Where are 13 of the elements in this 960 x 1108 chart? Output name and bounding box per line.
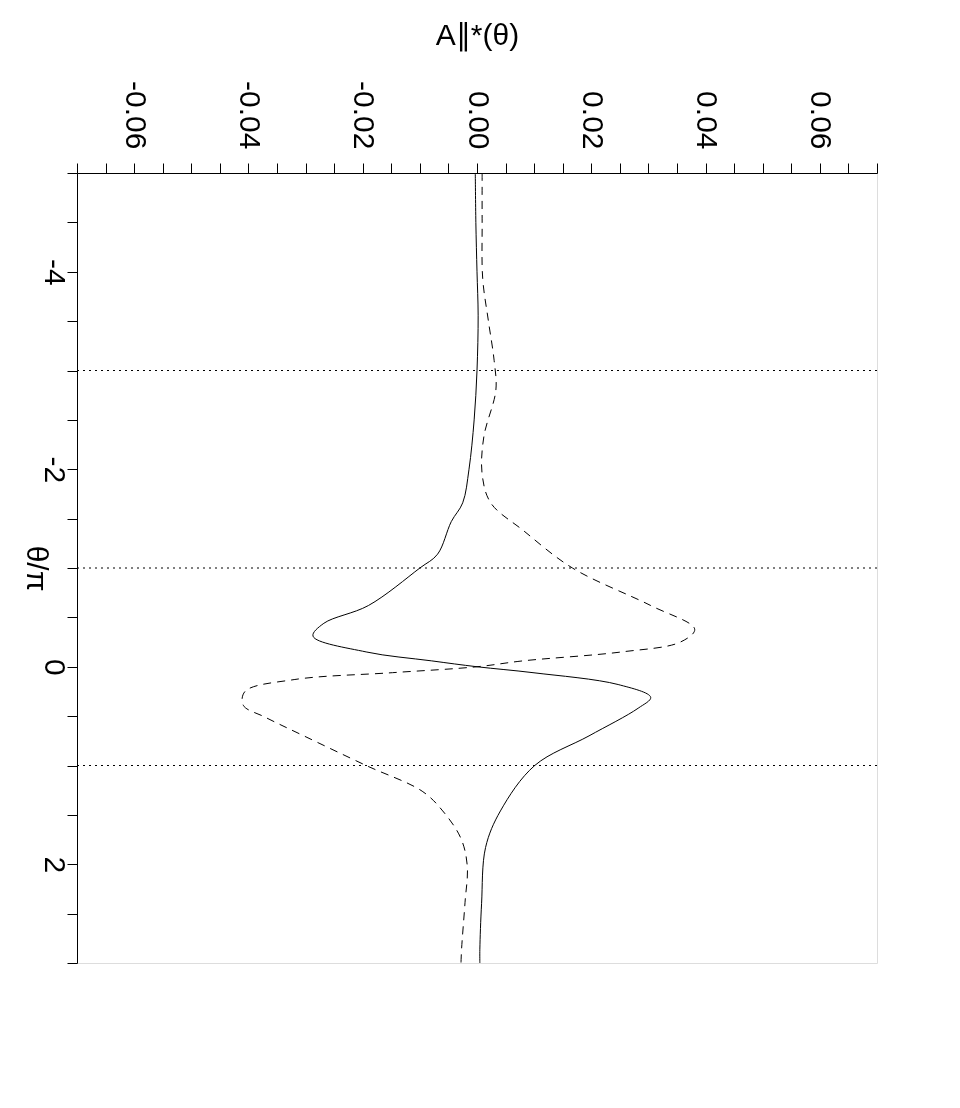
y-tick-label: -2 xyxy=(38,456,72,484)
x-tick-label: -0.06 xyxy=(119,81,153,150)
x-tick-label: -0.02 xyxy=(348,81,382,150)
y-axis-title: θ/π xyxy=(20,545,54,592)
x-tick-label: 0.04 xyxy=(691,91,725,150)
y-tick-label: -4 xyxy=(38,258,72,286)
x-tick-label: 0.06 xyxy=(805,91,839,150)
y-tick-label: 0 xyxy=(38,658,72,676)
y-tick-label: 2 xyxy=(38,856,72,874)
x-tick-label: -0.04 xyxy=(233,81,267,150)
x-axis-title: A∥*(θ) xyxy=(435,18,520,53)
x-tick-label: 0.02 xyxy=(576,91,610,150)
x-tick-label: 0.00 xyxy=(462,91,496,150)
